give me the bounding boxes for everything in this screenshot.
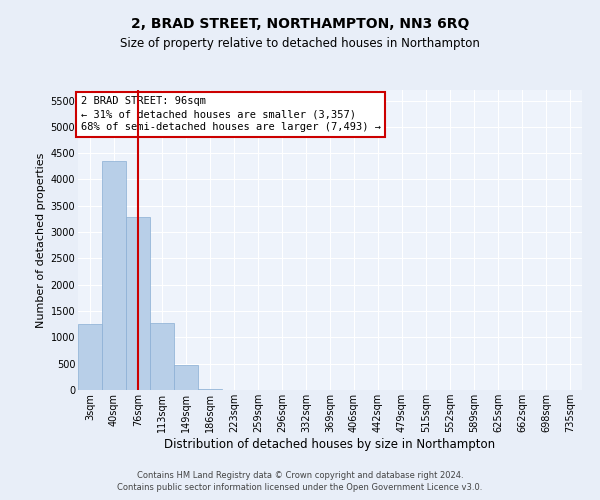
X-axis label: Distribution of detached houses by size in Northampton: Distribution of detached houses by size … (164, 438, 496, 451)
Y-axis label: Number of detached properties: Number of detached properties (37, 152, 46, 328)
Text: Size of property relative to detached houses in Northampton: Size of property relative to detached ho… (120, 38, 480, 51)
Bar (174, 366, 198, 390)
Bar (102, 161, 126, 390)
Bar (150, 322, 174, 390)
Text: Contains HM Land Registry data © Crown copyright and database right 2024.
Contai: Contains HM Land Registry data © Crown c… (118, 471, 482, 492)
Bar (126, 218, 150, 390)
Bar (78, 324, 102, 390)
Text: 2, BRAD STREET, NORTHAMPTON, NN3 6RQ: 2, BRAD STREET, NORTHAMPTON, NN3 6RQ (131, 18, 469, 32)
Text: 2 BRAD STREET: 96sqm
← 31% of detached houses are smaller (3,357)
68% of semi-de: 2 BRAD STREET: 96sqm ← 31% of detached h… (80, 96, 380, 132)
